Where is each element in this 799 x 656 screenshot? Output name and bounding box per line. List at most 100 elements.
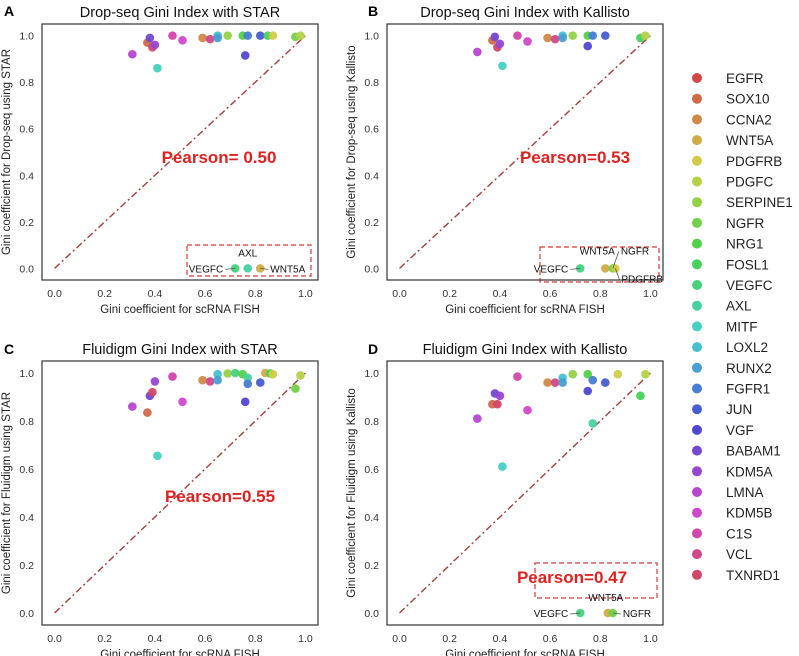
data-point-vgf — [583, 41, 593, 51]
data-point-txnrd1 — [148, 387, 157, 397]
data-point-fgfr1 — [243, 31, 253, 40]
identity-line — [54, 35, 306, 269]
x-tick-label: 0.4 — [148, 288, 163, 300]
legend-label: VGF — [726, 423, 754, 438]
data-point-pdgfc — [641, 369, 650, 379]
legend-marker — [692, 176, 702, 187]
data-point-babam1 — [145, 33, 155, 43]
data-point-kdm5b — [178, 397, 187, 407]
annotation-leader-line — [225, 267, 236, 270]
point-annotation: NGFR — [621, 246, 649, 257]
x-tick-label: 0.8 — [248, 288, 263, 300]
data-point-runx2 — [558, 378, 567, 387]
data-point-vcl — [205, 377, 215, 386]
legend-marker — [692, 383, 702, 394]
y-tick-label: 0.8 — [364, 416, 379, 428]
legend-label: CCNA2 — [726, 112, 772, 127]
legend-marker — [692, 569, 702, 580]
y-tick-label: 0.6 — [364, 124, 379, 136]
legend-marker — [692, 507, 702, 518]
legend-marker — [692, 238, 702, 249]
legend-label: TXNRD1 — [726, 568, 780, 583]
data-point-kdm5a — [150, 40, 160, 50]
y-tick-label: 1.0 — [19, 368, 34, 380]
y-tick-label: 0.0 — [19, 263, 34, 275]
legend-item: FOSL1 — [692, 257, 769, 272]
data-point-serpine1 — [223, 369, 232, 378]
data-point-kdm5a — [150, 377, 160, 386]
data-point-nrg1 — [583, 369, 593, 379]
panel-letter: C — [4, 341, 14, 357]
legend-marker — [692, 424, 702, 435]
annotation-leader-line — [570, 612, 581, 615]
data-point-axl — [243, 373, 253, 383]
annotation-leader-line — [612, 612, 621, 615]
data-point-vgf — [240, 51, 250, 60]
x-tick-label: 0.2 — [442, 288, 457, 300]
data-point-vgf — [583, 386, 593, 396]
data-point-lmna — [473, 414, 482, 423]
x-axis-label: Gini coefficient for scRNA FISH — [445, 304, 605, 316]
legend-marker — [692, 280, 702, 290]
legend-label: BABAM1 — [726, 444, 781, 459]
data-point-c1s — [168, 31, 177, 40]
legend-marker — [692, 321, 702, 332]
legend-label: SERPINE1 — [726, 195, 793, 210]
x-tick-label: 0.2 — [97, 633, 112, 645]
x-tick-label: 1.0 — [643, 633, 658, 645]
legend-marker — [692, 114, 702, 125]
data-point-lmna — [473, 47, 482, 57]
legend-item: KDM5B — [692, 506, 773, 521]
legend-label: FGFR1 — [726, 382, 770, 397]
axes-frame — [386, 23, 664, 281]
legend-item: NGFR — [692, 216, 764, 231]
y-tick-label: 0.8 — [19, 77, 34, 89]
y-axis-label: Gini coefficient for Drop-seq using Kall… — [346, 45, 358, 258]
data-point-runx2 — [558, 33, 567, 43]
y-tick-label: 0.6 — [364, 464, 379, 476]
legend-label: SOX10 — [726, 92, 770, 107]
y-tick-label: 0.2 — [19, 560, 34, 572]
identity-line — [54, 372, 306, 614]
legend-label: FOSL1 — [726, 257, 769, 272]
legend-marker — [692, 155, 702, 166]
data-point-mitf — [498, 462, 507, 471]
legend-item: FGFR1 — [692, 382, 770, 397]
x-tick-label: 1.0 — [298, 633, 313, 645]
data-point-pdgfc — [641, 31, 650, 40]
annotation-leader-line — [260, 267, 269, 270]
legend-item: RUNX2 — [692, 361, 772, 376]
data-point-fgfr1 — [243, 379, 253, 389]
point-annotation: NGFR — [623, 609, 651, 620]
data-point-lmna — [128, 49, 137, 59]
pearson-annotation: Pearson= 0.50 — [162, 148, 277, 167]
legend-marker — [692, 528, 702, 539]
y-tick-label: 0.6 — [19, 124, 34, 136]
x-tick-label: 0.4 — [148, 633, 163, 645]
x-tick-label: 0.8 — [248, 633, 263, 645]
x-tick-label: 1.0 — [298, 288, 313, 300]
legend-marker — [692, 362, 702, 373]
legend-item: NRG1 — [692, 237, 764, 252]
point-annotation: WNT5A — [270, 264, 305, 275]
x-tick-label: 0.6 — [543, 288, 558, 300]
data-point-jun — [255, 31, 265, 40]
axes-frame — [41, 360, 319, 626]
data-point-kdm5a — [495, 391, 505, 401]
identity-line — [399, 372, 651, 614]
x-tick-label: 0.6 — [198, 288, 213, 300]
x-tick-label: 0.4 — [493, 288, 508, 300]
x-tick-label: 0.0 — [47, 288, 62, 300]
legend-item: SERPINE1 — [692, 195, 793, 210]
data-point-c1s — [513, 31, 522, 40]
data-point-kdm5a — [495, 39, 505, 49]
data-point-babam1 — [490, 32, 500, 42]
x-tick-label: 0.2 — [97, 288, 112, 300]
data-point-kdm5b — [178, 35, 187, 45]
x-tick-label: 0.0 — [392, 288, 407, 300]
legend-label: KDM5B — [726, 506, 773, 521]
data-point-c1s — [513, 372, 522, 381]
legend-marker — [692, 135, 702, 146]
data-point-vcl — [205, 34, 215, 44]
data-point-c1s — [168, 372, 177, 381]
